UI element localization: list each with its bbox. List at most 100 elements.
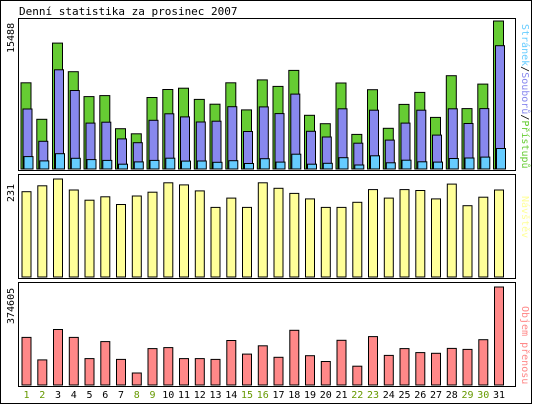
bar-objem-9 (147, 348, 158, 386)
bar-objem-24 (383, 354, 394, 386)
bar-objem-1 (21, 336, 32, 386)
bar-stranek-27 (433, 161, 443, 170)
bar-objem-10 (163, 347, 174, 386)
bar-navstev-30 (478, 196, 489, 278)
legend-souboru: Souborů (519, 72, 531, 114)
bar-navstev-26 (415, 190, 426, 278)
day-label-27: 27 (430, 390, 442, 401)
bar-navstev-11 (179, 184, 189, 278)
legend-stranek: Stránek (519, 24, 531, 66)
bar-stranek-14 (228, 160, 239, 170)
bar-navstev-12 (194, 190, 205, 278)
bar-navstev-5 (84, 199, 95, 278)
bar-stranek-9 (149, 159, 160, 170)
bar-objem-27 (431, 352, 441, 386)
bar-objem-29 (462, 348, 473, 386)
bar-objem-17 (273, 356, 284, 386)
bar-objem-18 (289, 329, 300, 386)
bar-navstev-16 (257, 182, 268, 278)
bar-navstev-19 (305, 198, 315, 278)
bar-objem-25 (399, 348, 410, 386)
panel-volume-bars (21, 286, 504, 386)
bar-objem-22 (352, 365, 363, 386)
bar-navstev-3 (53, 178, 63, 278)
panel-visits-ymax-label: 231 (6, 184, 17, 202)
bar-navstev-17 (273, 187, 284, 278)
bar-objem-2 (37, 359, 48, 386)
bar-stranek-31 (496, 148, 506, 170)
bar-navstev-4 (68, 189, 79, 278)
bar-navstev-14 (226, 197, 237, 278)
bar-navstev-10 (163, 182, 174, 278)
bar-stranek-25 (401, 159, 412, 170)
bar-souboru-17 (274, 113, 285, 170)
bar-navstev-8 (131, 195, 142, 278)
day-label-14: 14 (225, 390, 237, 401)
panel-traffic-ymax-label: 15488 (6, 23, 17, 53)
bar-objem-15 (242, 353, 252, 386)
day-label-19: 19 (304, 390, 316, 401)
bar-navstev-25 (399, 189, 410, 278)
bar-navstev-13 (210, 206, 221, 278)
day-label-22: 22 (351, 390, 363, 401)
day-label-10: 10 (162, 390, 174, 401)
bar-objem-11 (179, 358, 189, 386)
bar-objem-3 (53, 329, 63, 386)
bar-objem-13 (210, 358, 221, 386)
day-label-6: 6 (102, 390, 108, 401)
bar-navstev-15 (242, 206, 252, 278)
legend-separator: / (519, 114, 530, 120)
bar-navstev-18 (289, 192, 300, 278)
bar-stranek-10 (165, 157, 176, 170)
day-label-30: 30 (477, 390, 489, 401)
bar-navstev-28 (446, 183, 457, 278)
day-label-15: 15 (241, 390, 253, 401)
panel-traffic-bars (20, 20, 506, 170)
bar-objem-16 (257, 345, 268, 386)
bar-navstev-2 (37, 185, 48, 278)
panel-visits-bars (21, 178, 504, 278)
bar-stranek-20 (322, 162, 333, 170)
panel-visits-frame (18, 174, 516, 279)
day-label-12: 12 (194, 390, 206, 401)
bar-souboru-4 (69, 90, 80, 170)
bar-stranek-2 (39, 160, 50, 170)
bar-objem-26 (415, 352, 426, 386)
chart-title: Denní statistika za prosinec 2007 (19, 5, 238, 18)
bar-objem-19 (305, 355, 315, 386)
bar-objem-14 (226, 340, 237, 386)
day-label-3: 3 (55, 390, 61, 401)
bar-stranek-6 (102, 159, 113, 170)
day-label-31: 31 (493, 390, 505, 401)
day-label-2: 2 (39, 390, 45, 401)
bar-stranek-23 (370, 155, 380, 170)
bar-souboru-14 (227, 106, 238, 170)
legend-navstev: Návštěv (519, 196, 531, 238)
day-label-5: 5 (86, 390, 92, 401)
day-label-16: 16 (257, 390, 269, 401)
day-label-7: 7 (118, 390, 124, 401)
bar-navstev-21 (336, 206, 347, 278)
day-label-18: 18 (288, 390, 300, 401)
bar-objem-7 (116, 358, 126, 386)
legend-pristupu: Přístupů (519, 120, 531, 168)
bar-stranek-11 (181, 160, 191, 170)
bar-navstev-27 (431, 198, 441, 278)
bar-objem-4 (68, 336, 79, 386)
bar-objem-23 (368, 336, 378, 386)
bar-objem-8 (131, 372, 142, 386)
bar-stranek-5 (86, 159, 97, 170)
bar-navstev-1 (21, 191, 32, 278)
day-label-17: 17 (272, 390, 284, 401)
day-label-26: 26 (414, 390, 426, 401)
bar-objem-21 (336, 339, 347, 386)
bar-objem-12 (194, 358, 205, 386)
bar-stranek-17 (275, 161, 286, 170)
bar-stranek-30 (480, 156, 491, 170)
bar-navstev-23 (368, 189, 378, 278)
bar-stranek-28 (448, 158, 459, 170)
bar-stranek-18 (291, 153, 302, 170)
bar-objem-31 (494, 286, 504, 386)
day-label-9: 9 (149, 390, 155, 401)
